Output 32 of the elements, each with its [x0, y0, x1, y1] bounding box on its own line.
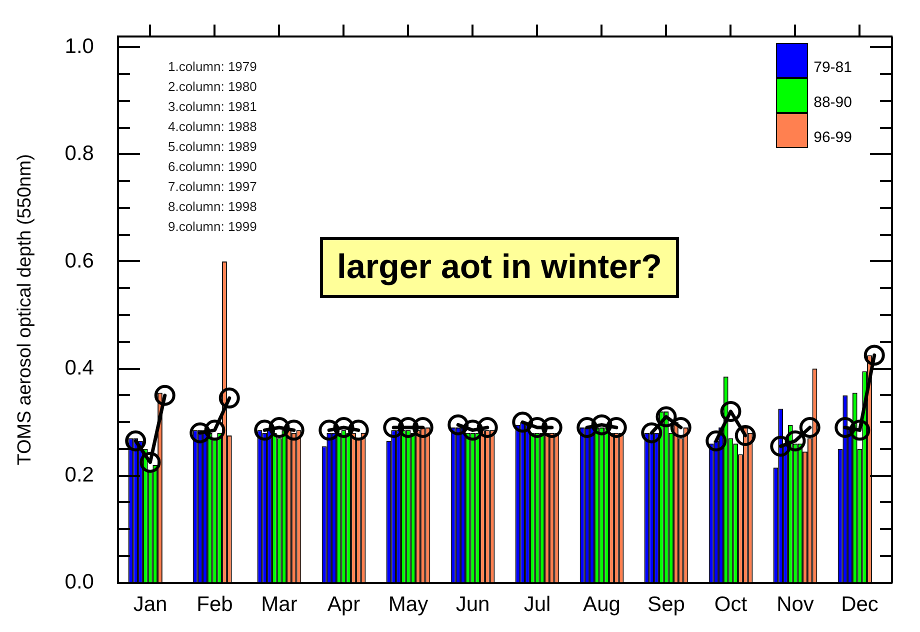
x-tick-label: Sep	[648, 593, 685, 616]
y-axis-title: TOMS aerosol optical depth (550nm)	[14, 154, 36, 466]
legend-label: 88-90	[814, 94, 852, 111]
y-tick-label: 0.6	[64, 249, 94, 272]
x-tick-label: Dec	[841, 593, 878, 616]
x-tick-label: Feb	[196, 593, 233, 616]
annotation: 7.column: 1997	[168, 178, 257, 196]
y-tick-label: 0.8	[64, 142, 94, 166]
x-tick-label: Jul	[524, 593, 551, 616]
y-tick-label: 1.0	[64, 35, 94, 58]
x-tick-label: Oct	[714, 593, 748, 616]
x-tick-label: Apr	[327, 593, 360, 616]
annotation: 9.column: 1999	[168, 218, 257, 236]
annotation: 2.column: 1980	[168, 78, 257, 96]
annotation: 5.column: 1989	[168, 138, 257, 156]
y-tick-label: 0.0	[64, 570, 94, 594]
x-tick-label: Mar	[261, 593, 298, 616]
x-tick-label: May	[388, 593, 429, 616]
x-tick-label: Jun	[456, 593, 490, 616]
x-tick-label: Nov	[776, 593, 814, 616]
annotation: 1.column: 1979	[168, 58, 257, 76]
annotation: 4.column: 1988	[168, 118, 257, 136]
y-tick-label: 0.4	[64, 356, 94, 380]
annotation: 6.column: 1990	[168, 158, 257, 176]
legend-label: 96-99	[814, 128, 852, 146]
y-tick-label: 0.2	[64, 464, 94, 486]
annotation: 3.column: 1981	[168, 98, 257, 116]
x-tick-label: Aug	[583, 593, 620, 616]
annotation: larger aot in winter?	[320, 237, 679, 298]
x-tick-label: Jan	[133, 593, 168, 616]
annotation: 8.column: 1998	[168, 198, 257, 216]
legend-label: 79-81	[814, 58, 852, 76]
